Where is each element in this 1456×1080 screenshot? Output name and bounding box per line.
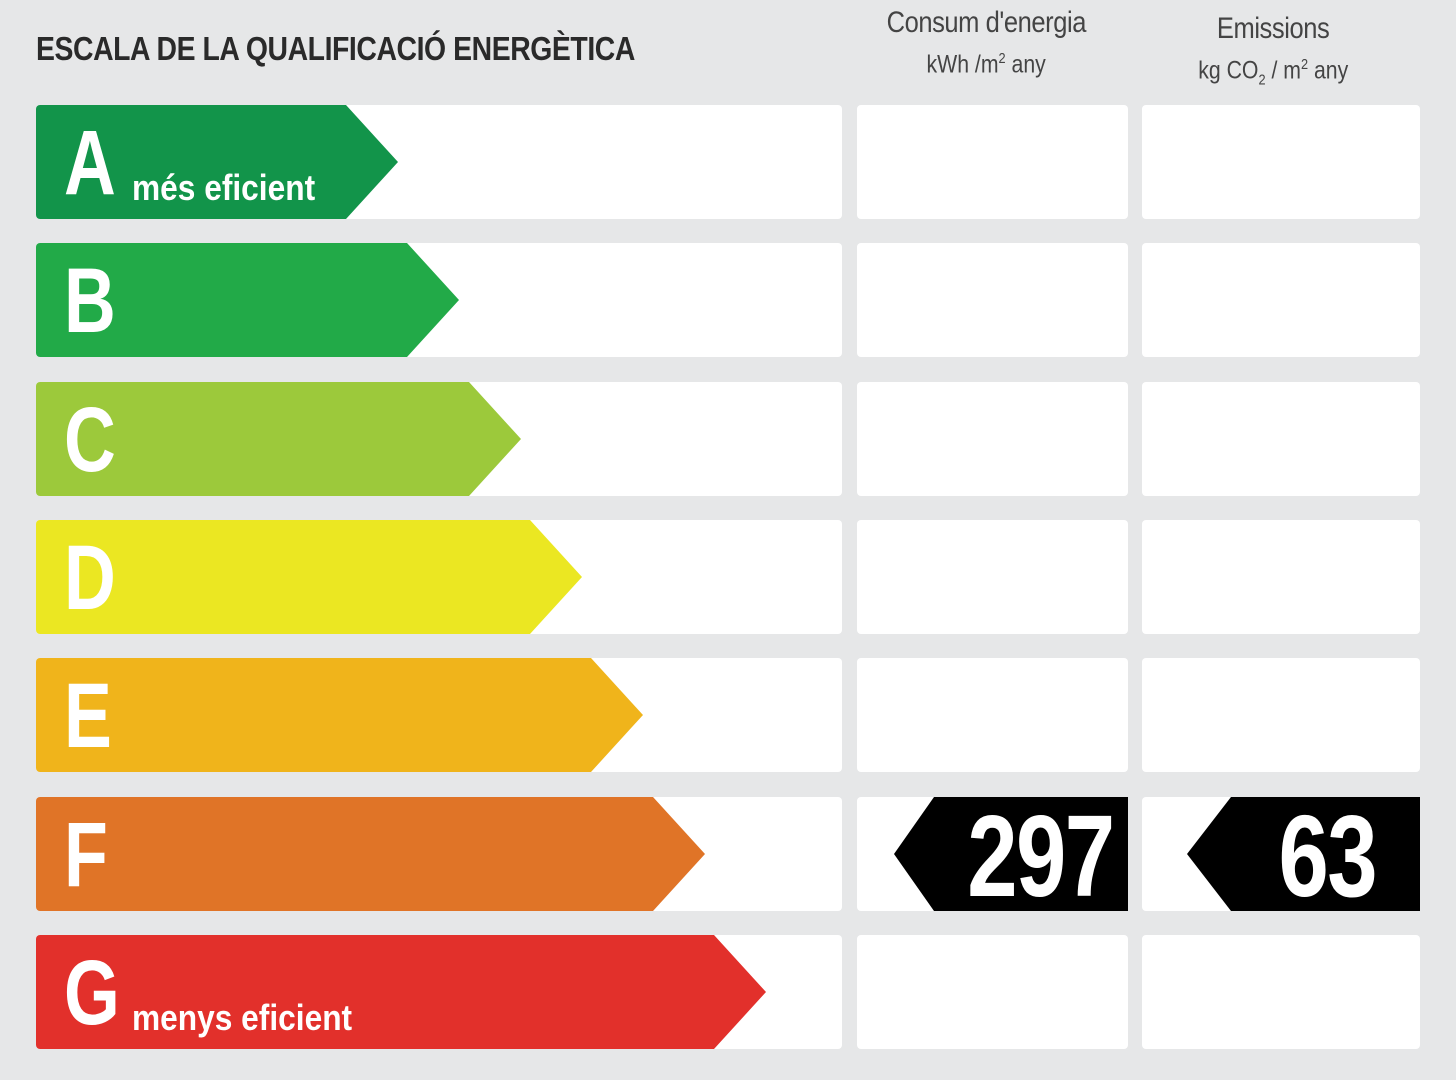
- rating-row-c: C: [36, 382, 1420, 496]
- class-letter: A: [64, 112, 116, 214]
- emissions-cell: [1142, 935, 1420, 1049]
- rating-row-d: D: [36, 520, 1420, 634]
- consum-rating-tag: 297: [894, 797, 1128, 911]
- class-caption: menys eficient: [132, 997, 353, 1038]
- class-letter: E: [64, 665, 112, 767]
- class-arrow-g: [36, 935, 766, 1049]
- class-arrow-f: [36, 797, 705, 911]
- class-letter: B: [64, 250, 116, 352]
- class-letter: F: [64, 804, 108, 906]
- emissions-cell: [1142, 105, 1420, 219]
- rating-row-f: F 297 63: [36, 797, 1420, 911]
- consum-title: Consum d'energia: [886, 6, 1086, 39]
- consum-cell: [857, 243, 1128, 357]
- consum-cell: [857, 520, 1128, 634]
- consum-value: 297: [967, 791, 1116, 921]
- consum-cell: [857, 382, 1128, 496]
- emissions-cell: [1142, 243, 1420, 357]
- class-arrow-e: [36, 658, 643, 772]
- emissions-cell: [1142, 520, 1420, 634]
- consum-column-header: Consum d'energia kWh /m2 any: [858, 6, 1114, 79]
- chart-title: ESCALA DE LA QUALIFICACIÓ ENERGÈTICA: [36, 30, 635, 67]
- emissions-column-header: Emissions kg CO2 / m2 any: [1148, 12, 1398, 88]
- consum-cell: [857, 935, 1128, 1049]
- class-letter: C: [64, 389, 116, 491]
- class-arrow-b: [36, 243, 459, 357]
- emissions-value: 63: [1278, 791, 1377, 921]
- rating-row-e: E: [36, 658, 1420, 772]
- emissions-unit: kg CO2 / m2 any: [1197, 56, 1348, 89]
- consum-cell: [857, 105, 1128, 219]
- consum-cell: [857, 658, 1128, 772]
- emissions-rating-tag: 63: [1187, 797, 1420, 911]
- class-arrow-a: [36, 105, 398, 219]
- emissions-cell: [1142, 382, 1420, 496]
- class-arrow-d: [36, 520, 582, 634]
- emissions-title: Emissions: [1216, 12, 1330, 45]
- class-caption: més eficient: [132, 167, 316, 208]
- class-arrow-c: [36, 382, 521, 496]
- class-letter: D: [64, 527, 116, 629]
- rating-row-b: B: [36, 243, 1420, 357]
- class-letter: G: [64, 942, 120, 1044]
- consum-unit: kWh /m2 any: [926, 50, 1046, 79]
- emissions-cell: [1142, 658, 1420, 772]
